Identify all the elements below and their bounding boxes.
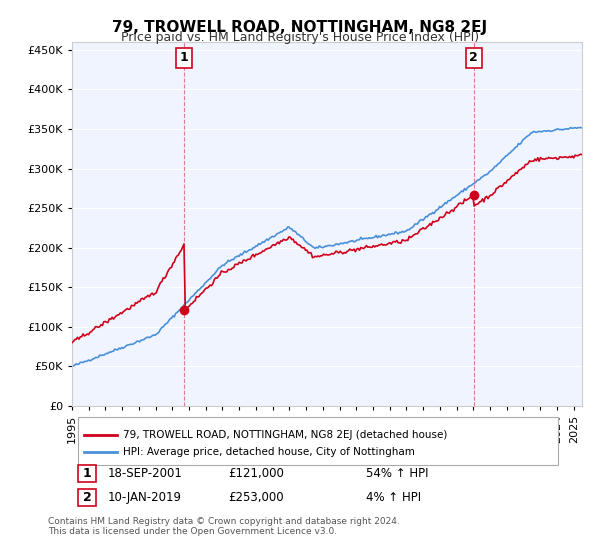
Text: £253,000: £253,000 — [228, 491, 284, 504]
Text: 79, TROWELL ROAD, NOTTINGHAM, NG8 2EJ (detached house): 79, TROWELL ROAD, NOTTINGHAM, NG8 2EJ (d… — [123, 430, 448, 440]
Text: Contains HM Land Registry data © Crown copyright and database right 2024.: Contains HM Land Registry data © Crown c… — [48, 517, 400, 526]
Text: 2: 2 — [83, 491, 91, 504]
Text: 1: 1 — [83, 466, 91, 480]
Text: 54% ↑ HPI: 54% ↑ HPI — [366, 466, 428, 480]
Text: £121,000: £121,000 — [228, 466, 284, 480]
Text: HPI: Average price, detached house, City of Nottingham: HPI: Average price, detached house, City… — [123, 447, 415, 457]
Text: 79, TROWELL ROAD, NOTTINGHAM, NG8 2EJ: 79, TROWELL ROAD, NOTTINGHAM, NG8 2EJ — [112, 20, 488, 35]
Text: 4% ↑ HPI: 4% ↑ HPI — [366, 491, 421, 504]
Text: 18-SEP-2001: 18-SEP-2001 — [108, 466, 183, 480]
Text: This data is licensed under the Open Government Licence v3.0.: This data is licensed under the Open Gov… — [48, 528, 337, 536]
Text: 2: 2 — [469, 52, 478, 64]
Text: Price paid vs. HM Land Registry's House Price Index (HPI): Price paid vs. HM Land Registry's House … — [121, 31, 479, 44]
Text: 10-JAN-2019: 10-JAN-2019 — [108, 491, 182, 504]
Text: 1: 1 — [180, 52, 189, 64]
